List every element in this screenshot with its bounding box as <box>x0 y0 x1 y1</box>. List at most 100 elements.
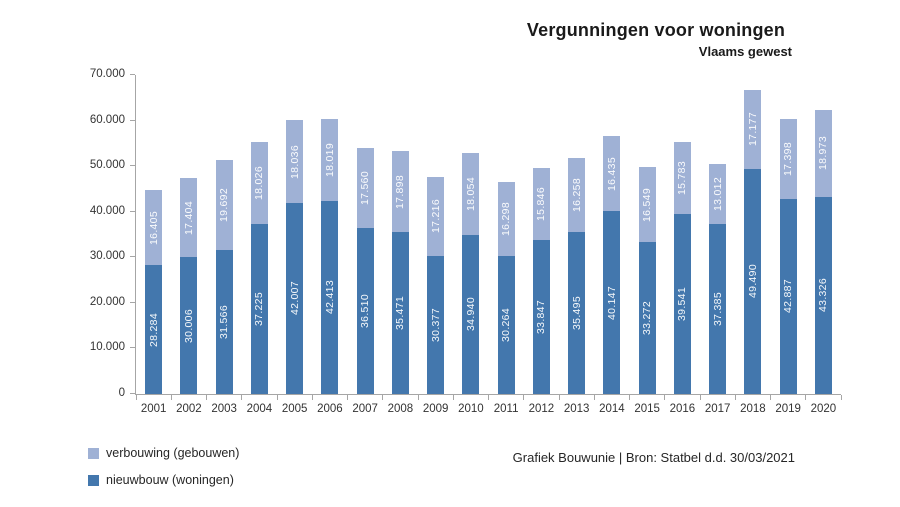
bar-value-label: 16.298 <box>500 201 513 236</box>
bar-segment: 18.036 <box>286 120 304 203</box>
bar-segment: 42.413 <box>321 200 339 394</box>
bar-value-label: 17.177 <box>746 112 759 147</box>
stacked-bar: 42.413 18.019 <box>321 118 339 394</box>
bar-value-label: 17.216 <box>429 199 442 234</box>
bar-segment: 28.284 <box>145 265 163 394</box>
bar-value-label: 15.783 <box>676 160 689 195</box>
bar-value-label: 36.510 <box>359 293 372 328</box>
stacked-bar: 40.147 16.435 <box>603 136 621 394</box>
bar-column-2007: 36.510 17.560 2007 <box>348 75 383 415</box>
y-axis-tick <box>130 165 135 167</box>
bar-value-label: 17.398 <box>782 141 795 176</box>
bar-segment: 42.887 <box>779 198 797 394</box>
y-axis-tick <box>130 74 135 75</box>
bar-segment: 34.940 <box>462 234 480 394</box>
x-axis-tick <box>593 395 595 400</box>
bar-column-2015: 33.272 16.549 2015 <box>630 75 665 415</box>
bar-segment: 17.898 <box>391 150 409 233</box>
bar-segment: 17.398 <box>779 119 797 199</box>
bar-segment: 49.490 <box>744 168 762 394</box>
bar-segment: 17.404 <box>180 178 198 258</box>
bar-value-label: 30.377 <box>429 307 442 342</box>
bar-segment: 30.006 <box>180 257 198 394</box>
x-axis-label: 2018 <box>740 403 766 415</box>
x-axis-tick <box>276 395 278 400</box>
y-axis-tick <box>130 393 135 394</box>
bar-column-2009: 30.377 17.216 2009 <box>418 75 453 415</box>
bar-segment: 18.973 <box>814 110 832 197</box>
bar-column-2004: 37.225 18.026 2004 <box>242 75 277 415</box>
x-axis-label: 2003 <box>211 403 237 415</box>
stacked-bar: 43.326 18.973 <box>814 110 832 394</box>
title-block: Vergunningen voor woningen Vlaams gewest <box>520 20 792 59</box>
x-axis-label: 2013 <box>563 403 590 415</box>
bar-segment: 16.549 <box>638 167 656 243</box>
bar-value-label: 16.258 <box>570 178 583 213</box>
x-axis-tick <box>558 395 560 400</box>
bar-segment: 40.147 <box>603 211 621 394</box>
bar-value-label: 16.435 <box>605 156 618 191</box>
y-axis-label: 10.000 <box>89 341 125 354</box>
bar-segment: 15.783 <box>673 141 691 214</box>
x-axis-tick <box>206 395 207 400</box>
y-axis-label: 50.000 <box>89 159 125 172</box>
bar-value-label: 18.973 <box>817 136 830 171</box>
bar-value-label: 33.847 <box>535 299 548 334</box>
bar-column-2005: 42.007 18.036 2005 <box>277 75 312 415</box>
x-axis-tick <box>382 395 384 400</box>
bar-column-2016: 39.541 15.783 2016 <box>665 75 700 415</box>
x-axis-label: 2002 <box>176 403 202 415</box>
plot-area: 0 10.000 20.000 30.000 40.000 50.000 60.000 70.… <box>90 68 842 415</box>
x-axis-tick <box>347 395 348 400</box>
bar-segment: 35.471 <box>391 232 409 394</box>
y-axis-label: 60.000 <box>89 113 125 126</box>
x-axis-label: 2015 <box>634 403 660 415</box>
bar-column-2014: 40.147 16.435 2014 <box>594 75 629 415</box>
x-axis-tick <box>311 395 313 400</box>
bar-value-label: 16.405 <box>147 210 160 245</box>
bar-value-label: 43.326 <box>817 278 830 313</box>
bar-column-2003: 31.566 19.692 2003 <box>207 75 242 415</box>
x-axis-label: 2009 <box>422 403 449 415</box>
bar-column-2008: 35.471 17.898 2008 <box>383 75 418 415</box>
x-axis-tick <box>770 395 771 400</box>
x-axis-tick <box>135 395 137 400</box>
bar-segment: 18.054 <box>462 152 480 235</box>
stacked-bar: 35.471 17.898 <box>391 150 409 394</box>
bar-segment: 16.405 <box>145 190 163 266</box>
bar-column-2020: 43.326 18.973 2020 <box>806 75 841 415</box>
x-axis-label: 2020 <box>810 403 837 415</box>
y-axis-tick <box>130 256 135 258</box>
bar-value-label: 33.272 <box>641 301 654 336</box>
y-axis-tick <box>130 210 135 212</box>
y-axis-tick <box>130 119 135 121</box>
bar-value-label: 18.054 <box>464 176 477 211</box>
x-axis-label: 2017 <box>704 403 731 415</box>
x-axis-label: 2019 <box>775 403 801 415</box>
stacked-bar: 42.007 18.036 <box>286 120 304 394</box>
stacked-bar: 36.510 17.560 <box>356 147 374 394</box>
x-axis-label: 2007 <box>352 403 378 415</box>
bar-value-label: 30.264 <box>500 308 513 343</box>
legend: verbouwing (gebouwen) nieuwbouw (woninge… <box>88 446 239 487</box>
bar-segment: 18.019 <box>321 118 339 201</box>
legend-label: nieuwbouw (woningen) <box>106 473 234 487</box>
bar-value-label: 31.566 <box>218 305 231 340</box>
x-axis-tick <box>523 395 525 400</box>
x-axis-label: 2005 <box>281 403 308 415</box>
stacked-bar: 37.225 18.026 <box>250 142 268 394</box>
stacked-bar: 33.272 16.549 <box>638 167 656 394</box>
bar-column-2013: 35.495 16.258 2013 <box>559 75 594 415</box>
legend-swatch-verbouwing <box>88 447 99 459</box>
x-axis-tick <box>241 395 243 400</box>
bar-segment: 43.326 <box>814 196 832 394</box>
legend-item-verbouwing: verbouwing (gebouwen) <box>88 446 239 460</box>
x-axis-label: 2006 <box>317 403 343 415</box>
x-axis-label: 2014 <box>599 403 625 415</box>
bar-segment: 33.847 <box>532 239 550 394</box>
bar-segment: 16.298 <box>497 181 515 257</box>
bar-segment: 35.495 <box>568 232 586 394</box>
bar-value-label: 40.147 <box>605 285 618 320</box>
bar-column-2002: 30.006 17.404 2002 <box>171 75 206 415</box>
